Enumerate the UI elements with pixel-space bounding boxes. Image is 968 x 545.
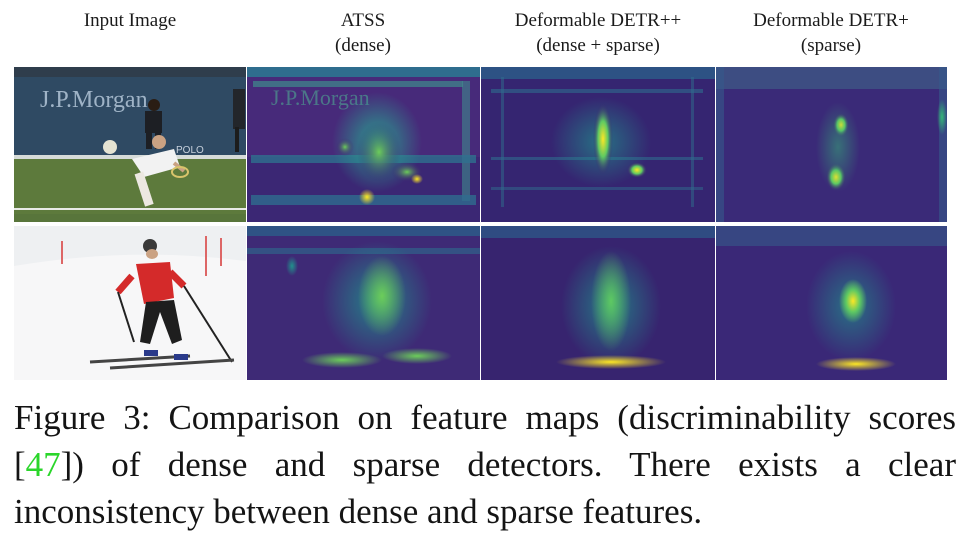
figure-caption: Figure 3: Comparison on feature maps (di…	[14, 394, 956, 535]
column-header-ddetr-plus: Deformable DETR+ (sparse)	[716, 8, 946, 58]
column-header-atss-line2: (dense)	[335, 35, 391, 56]
column-header-atss: ATSS (dense)	[258, 8, 468, 58]
heatmap-ddetr-plus-skier	[716, 226, 947, 380]
column-header-input: Input Image	[40, 8, 220, 33]
heatmap-ddetr-plusplus-skier	[481, 226, 715, 380]
caption-prefix: Figure 3: Comparison on feature maps (di…	[14, 398, 956, 484]
citation-link[interactable]: 47	[25, 445, 61, 484]
column-header-ddetr-plusplus-line2: (dense + sparse)	[536, 35, 660, 56]
column-header-ddetr-plus-line1: Deformable DETR+	[753, 10, 909, 31]
column-header-ddetr-plusplus: Deformable DETR++ (dense + sparse)	[483, 8, 713, 58]
heatmap-ddetr-plusplus-tennis	[481, 67, 715, 222]
heatmap-atss-skier	[247, 226, 480, 380]
input-image-tennis: J.P.Morgan POLO	[14, 67, 246, 222]
column-header-atss-line1: ATSS	[340, 10, 386, 31]
column-header-ddetr-plus-line2: (sparse)	[800, 35, 862, 56]
column-header-input-line1: Input Image	[83, 10, 177, 31]
input-image-skier	[14, 226, 246, 380]
caption-suffix: ]) of dense and sparse detectors. There …	[14, 445, 956, 531]
banner-text: J.P.Morgan	[40, 87, 148, 113]
heatmap-atss-tennis: J.P.Morgan	[247, 67, 480, 222]
column-header-ddetr-plusplus-line1: Deformable DETR++	[514, 10, 682, 31]
heatmap-ddetr-plus-tennis	[716, 67, 947, 222]
sponsor-text: POLO	[176, 145, 204, 156]
